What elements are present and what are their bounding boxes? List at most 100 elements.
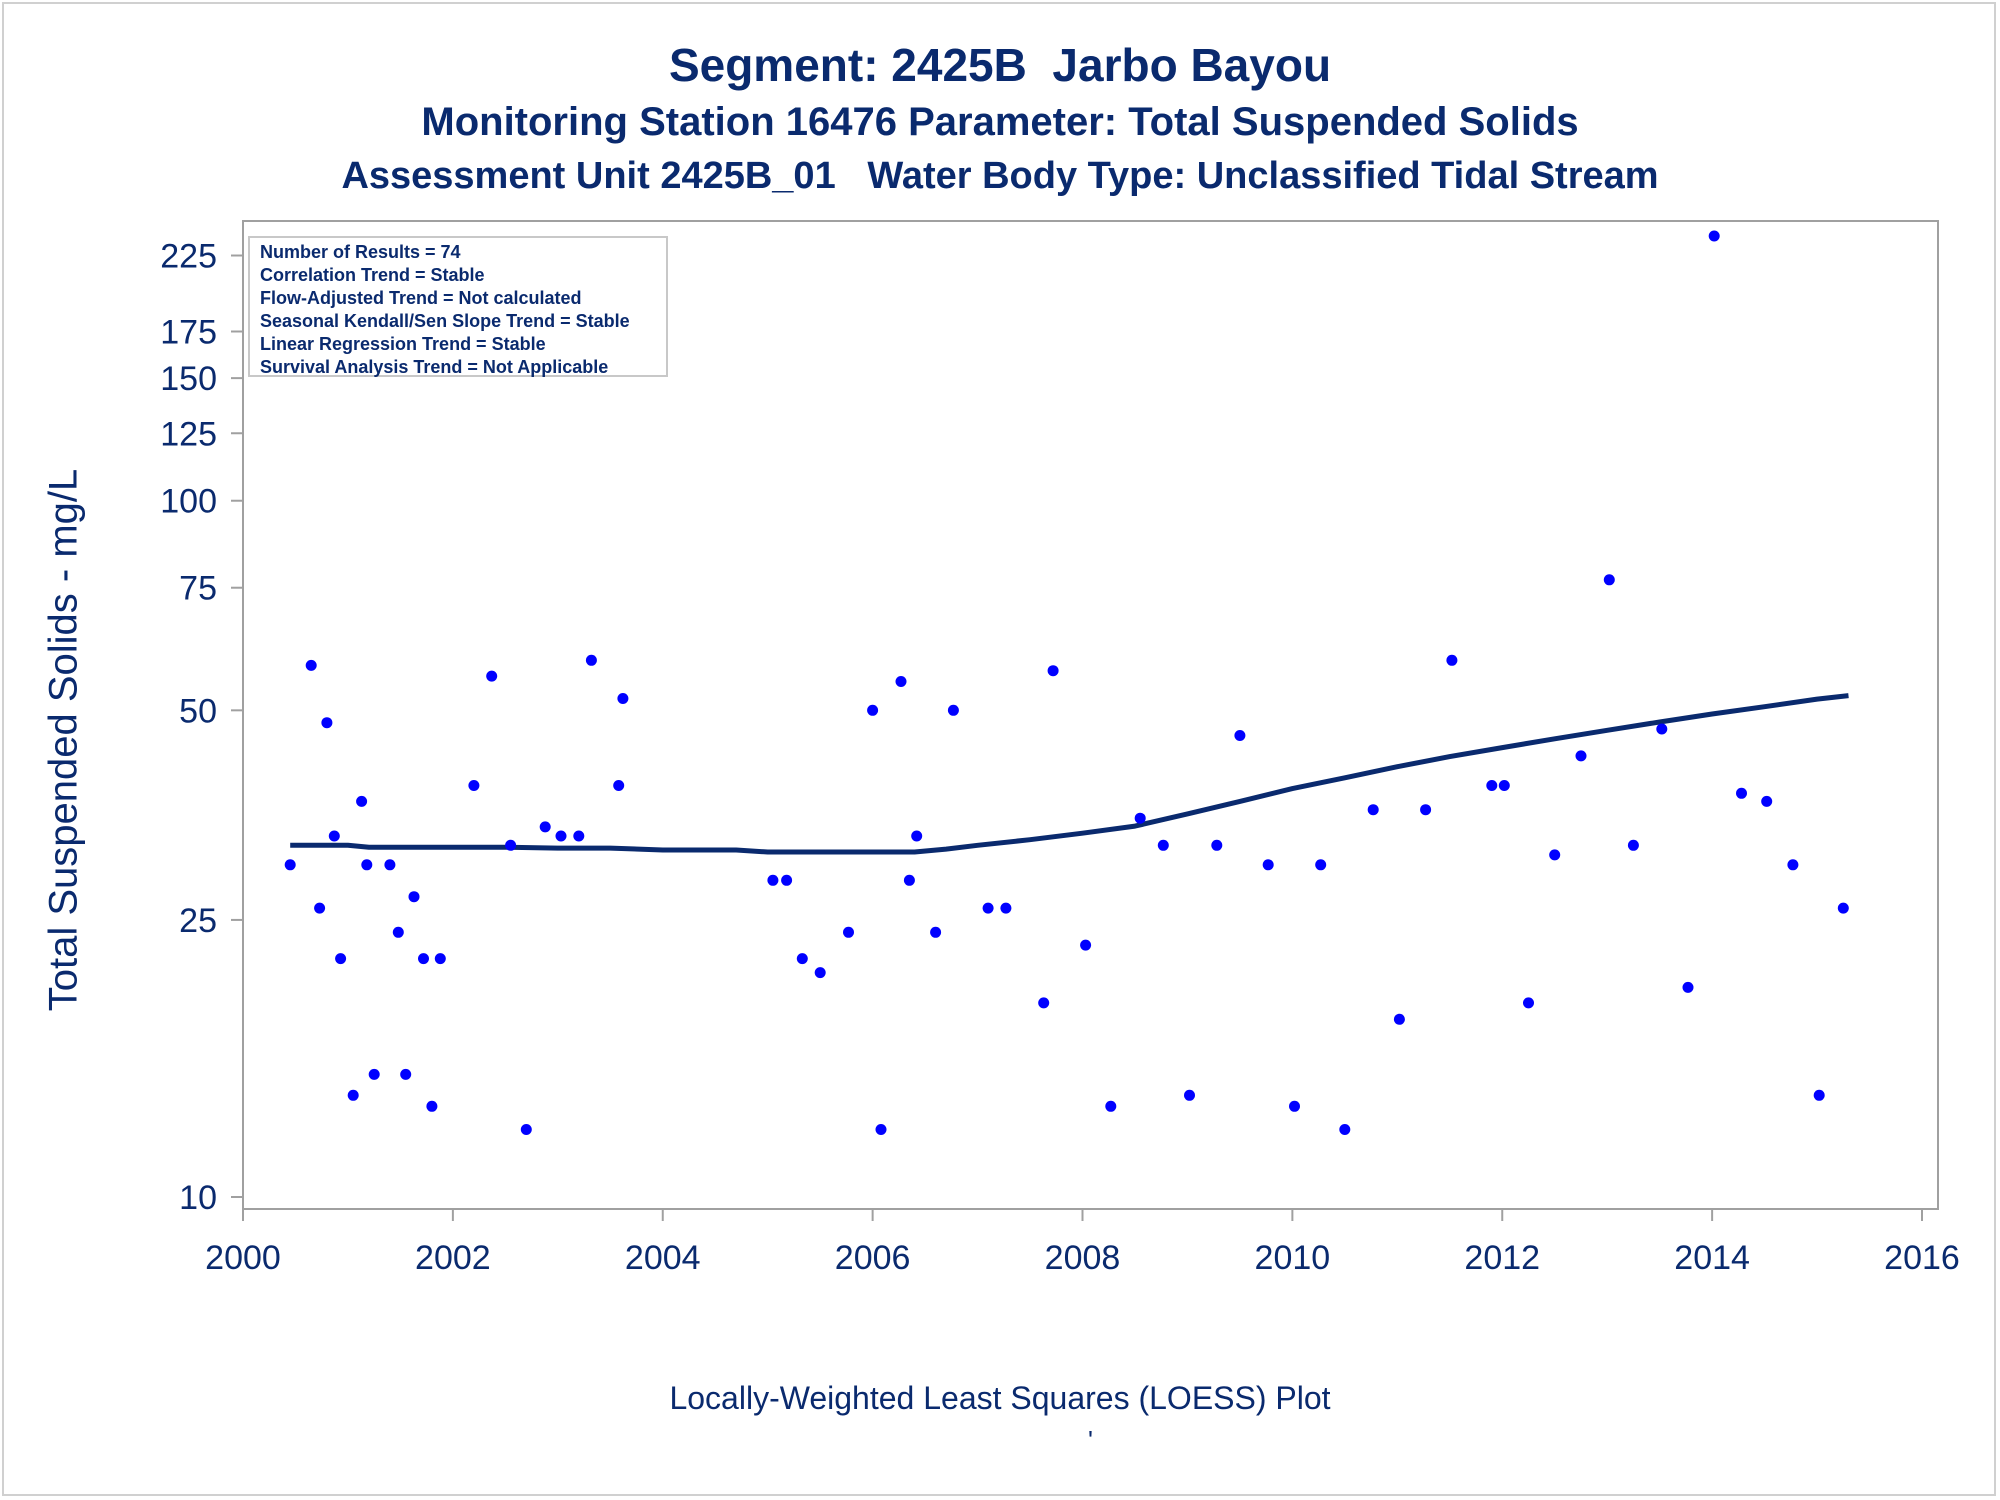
data-point <box>1603 574 1615 586</box>
x-tick-label: 2008 <box>1045 1239 1121 1277</box>
stats-line: Number of Results = 74 <box>260 242 461 262</box>
x-tick-label: 2006 <box>835 1239 911 1277</box>
stats-line: Flow-Adjusted Trend = Not calculated <box>260 288 582 308</box>
data-point <box>1134 812 1146 824</box>
y-tick-label: 75 <box>179 570 217 608</box>
points-layer <box>284 230 1849 1135</box>
y-tick-label: 225 <box>160 238 217 276</box>
data-point <box>1486 780 1498 791</box>
data-point <box>505 839 517 851</box>
data-point <box>1211 839 1223 851</box>
data-point <box>1047 665 1059 677</box>
data-point <box>911 830 923 842</box>
data-point <box>1105 1100 1117 1112</box>
data-point <box>284 859 296 871</box>
data-point <box>314 902 326 914</box>
data-point <box>903 874 915 886</box>
y-tick-label: 150 <box>160 360 217 398</box>
footer-caption: Locally-Weighted Least Squares (LOESS) P… <box>669 1380 1331 1416</box>
data-point <box>1761 795 1773 807</box>
data-point <box>1234 730 1246 741</box>
data-point <box>392 926 404 938</box>
data-point <box>347 1089 359 1101</box>
data-point <box>408 891 420 903</box>
footer-mark: ' <box>1088 1425 1093 1455</box>
data-point <box>843 926 854 938</box>
y-tick-label: 100 <box>160 483 217 521</box>
y-axis: 10 25 50 75 100 125 150 175 225 <box>160 221 244 1217</box>
x-tick-label: 2002 <box>415 1239 491 1277</box>
data-point <box>1038 997 1050 1009</box>
data-point <box>520 1124 532 1135</box>
x-tick-label: 2012 <box>1464 1239 1540 1277</box>
data-point <box>555 830 567 842</box>
data-point <box>1837 902 1849 914</box>
data-point <box>1523 997 1534 1009</box>
data-point <box>1787 859 1799 871</box>
data-point <box>1262 859 1274 871</box>
data-point <box>573 830 585 842</box>
data-point <box>361 859 373 871</box>
data-point <box>1736 787 1747 799</box>
data-point <box>1549 849 1561 861</box>
data-point <box>930 926 942 938</box>
y-axis-label: Total Suspended Solids - mg/L <box>41 468 86 1012</box>
chart-title: Segment: 2425B Jarbo Bayou <box>668 39 1332 91</box>
stats-box: Number of Results = 74 Correlation Trend… <box>248 236 668 377</box>
stats-line: Survival Analysis Trend = Not Applicable <box>260 357 609 377</box>
data-point <box>1289 1100 1300 1112</box>
data-point <box>1708 230 1720 242</box>
data-point <box>895 676 907 687</box>
data-point <box>400 1068 412 1080</box>
data-point <box>767 874 779 886</box>
data-point <box>1000 902 1012 914</box>
data-point <box>1184 1089 1195 1101</box>
data-point <box>1157 839 1169 851</box>
y-tick-label: 10 <box>179 1179 217 1217</box>
chart-subtitle-2: Assessment Unit 2425B_01 Water Body Type… <box>341 155 1659 197</box>
x-tick-label: 2014 <box>1674 1239 1750 1277</box>
data-point <box>468 780 480 791</box>
data-point <box>1446 654 1458 666</box>
data-point <box>426 1100 438 1112</box>
data-point <box>434 953 446 965</box>
chart-subtitle: Monitoring Station 16476 Parameter: Tota… <box>421 100 1579 144</box>
loess-line <box>290 693 1849 855</box>
data-point <box>814 967 826 979</box>
data-point <box>1367 804 1379 816</box>
data-point <box>617 693 629 704</box>
data-point <box>867 704 879 716</box>
data-point <box>982 902 994 914</box>
data-point <box>1315 859 1327 871</box>
data-point <box>947 704 959 716</box>
x-tick-label: 2010 <box>1255 1239 1331 1277</box>
data-point <box>875 1124 887 1135</box>
stats-line: Seasonal Kendall/Sen Slope Trend = Stabl… <box>260 311 630 331</box>
data-point <box>796 953 808 965</box>
data-point <box>585 654 597 666</box>
data-point <box>335 953 347 965</box>
y-tick-label: 25 <box>179 902 217 940</box>
data-point <box>1080 939 1092 951</box>
stats-line: Linear Regression Trend = Stable <box>260 334 546 354</box>
data-point <box>613 780 625 791</box>
data-point <box>1575 750 1587 762</box>
data-point <box>1498 780 1510 791</box>
data-point <box>368 1068 380 1080</box>
data-point <box>539 821 551 833</box>
y-tick-label: 175 <box>160 314 217 352</box>
y-tick-label: 125 <box>160 415 217 453</box>
x-axis: 2000 2002 2004 2006 2008 2010 2012 2014 2016 <box>205 1208 1960 1277</box>
data-point <box>1393 1013 1405 1025</box>
stats-line: Correlation Trend = Stable <box>260 265 485 285</box>
data-point <box>1627 839 1639 851</box>
data-point <box>486 670 498 682</box>
data-point <box>328 830 340 842</box>
data-point <box>321 717 333 729</box>
data-point <box>1420 804 1432 816</box>
x-tick-label: 2016 <box>1884 1239 1960 1277</box>
data-point <box>781 874 793 886</box>
data-point <box>356 795 368 807</box>
data-point <box>305 659 317 671</box>
